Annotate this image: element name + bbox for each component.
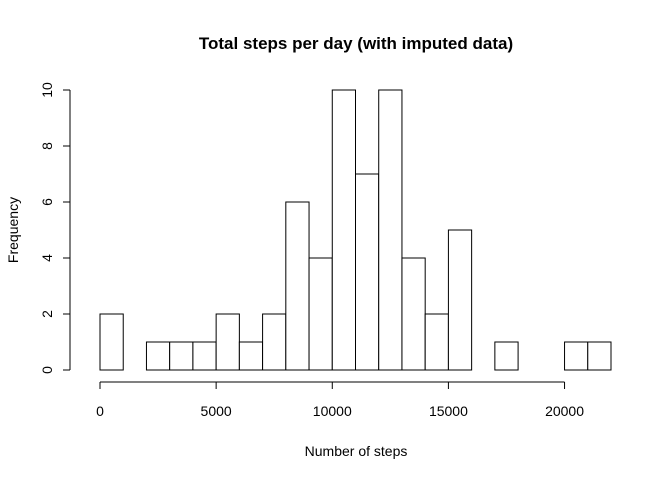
histogram-bar [564, 341, 589, 371]
histogram-bar [331, 89, 357, 371]
histogram-bar [587, 341, 612, 371]
histogram-bar [145, 341, 171, 371]
histogram-bar [424, 313, 449, 371]
histogram-bar [215, 313, 240, 371]
x-axis: 0 5000 10000 15000 20000 [96, 381, 584, 419]
histogram-bar [238, 341, 264, 371]
histogram-bar [447, 229, 473, 371]
histogram-bar [99, 313, 124, 371]
histogram-bar [378, 89, 403, 371]
x-tick-label: 15000 [429, 403, 468, 419]
y-tick-label: 2 [39, 310, 55, 318]
y-axis: 0 2 4 6 8 10 [39, 82, 71, 374]
y-tick-label: 10 [39, 82, 55, 98]
y-tick-label: 8 [39, 142, 55, 150]
histogram-bar [494, 341, 519, 371]
y-tick-label: 4 [39, 254, 55, 262]
chart-title: Total steps per day (with imputed data) [199, 34, 513, 53]
histogram-bar [169, 341, 194, 371]
bars-group [99, 89, 612, 371]
y-tick-label: 0 [39, 366, 55, 374]
x-tick-label: 5000 [201, 403, 232, 419]
histogram-bar [192, 341, 217, 371]
x-axis-label: Number of steps [305, 443, 408, 459]
histogram-bar [401, 257, 426, 371]
x-tick-label: 0 [96, 403, 104, 419]
x-tick-label: 10000 [313, 403, 352, 419]
histogram-bar [355, 173, 380, 371]
histogram-bar [262, 313, 287, 371]
histogram-bar [285, 201, 310, 371]
x-tick-label: 20000 [545, 403, 584, 419]
y-tick-label: 6 [39, 198, 55, 206]
y-axis-label: Frequency [5, 197, 21, 263]
histogram-bar [308, 257, 333, 371]
